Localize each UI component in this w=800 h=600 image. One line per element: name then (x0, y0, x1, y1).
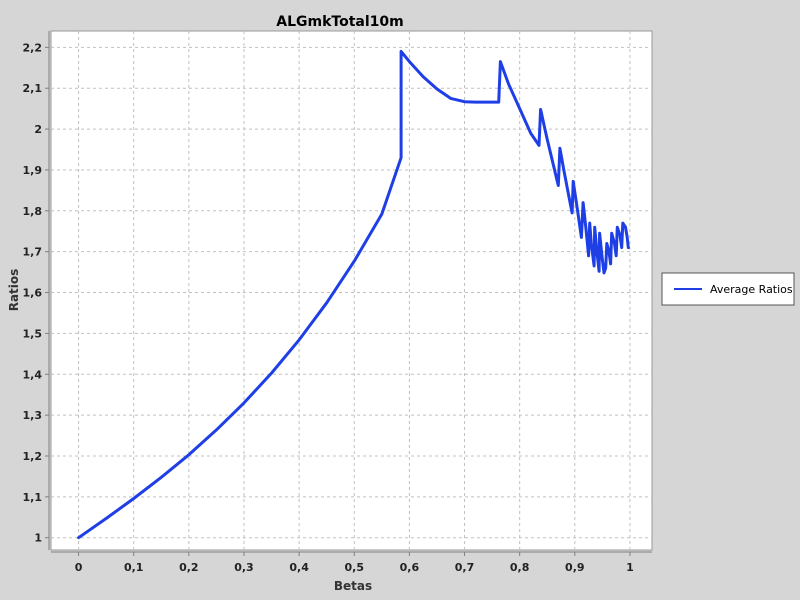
y-tick-label: 2,1 (23, 82, 43, 95)
x-tick-label: 1 (626, 561, 634, 574)
y-tick-label: 1,5 (23, 327, 43, 340)
y-tick-label: 1,2 (23, 450, 43, 463)
x-tick-label: 0,6 (400, 561, 420, 574)
y-tick-label: 1,4 (23, 368, 43, 381)
y-tick-label: 1 (34, 532, 42, 545)
y-tick-label: 1,9 (23, 164, 43, 177)
x-tick-label: 0,2 (179, 561, 199, 574)
y-tick-label: 1,3 (23, 409, 43, 422)
legend: Average Ratios (661, 272, 795, 306)
y-tick-label: 1,6 (23, 287, 43, 300)
x-tick-label: 0,3 (234, 561, 254, 574)
y-tick-label: 2 (34, 123, 42, 136)
series-line-average-ratios (77, 49, 630, 540)
x-axis: 0 0,1 0,2 0,3 0,4 0,5 0,6 0,7 0,8 0,9 1 (51, 551, 652, 574)
x-axis-label: Betas (334, 579, 372, 593)
x-tick-label: 0,5 (345, 561, 365, 574)
plot-area (50, 30, 653, 551)
x-tick-label: 0,9 (565, 561, 585, 574)
x-tick-label: 0 (75, 561, 83, 574)
series-layer (77, 49, 630, 540)
x-tick-label: 0,1 (124, 561, 144, 574)
x-tick-label: 0,7 (455, 561, 475, 574)
x-tick-label: 0,4 (289, 561, 309, 574)
grid-lines (51, 31, 652, 550)
legend-label: Average Ratios (710, 283, 793, 296)
y-tick-label: 2,2 (23, 41, 43, 54)
y-tick-label: 1,1 (23, 491, 43, 504)
y-tick-label: 1,8 (23, 205, 43, 218)
y-axis-label: Ratios (7, 269, 21, 312)
y-axis: 1 1,1 1,2 1,3 1,4 1,5 1,6 1,7 1,8 1,9 2 2,1 2,2 (23, 31, 50, 550)
x-tick-label: 0,8 (510, 561, 530, 574)
y-tick-label: 1,7 (23, 246, 43, 259)
chart-title: ALGmkTotal10m (276, 14, 403, 30)
